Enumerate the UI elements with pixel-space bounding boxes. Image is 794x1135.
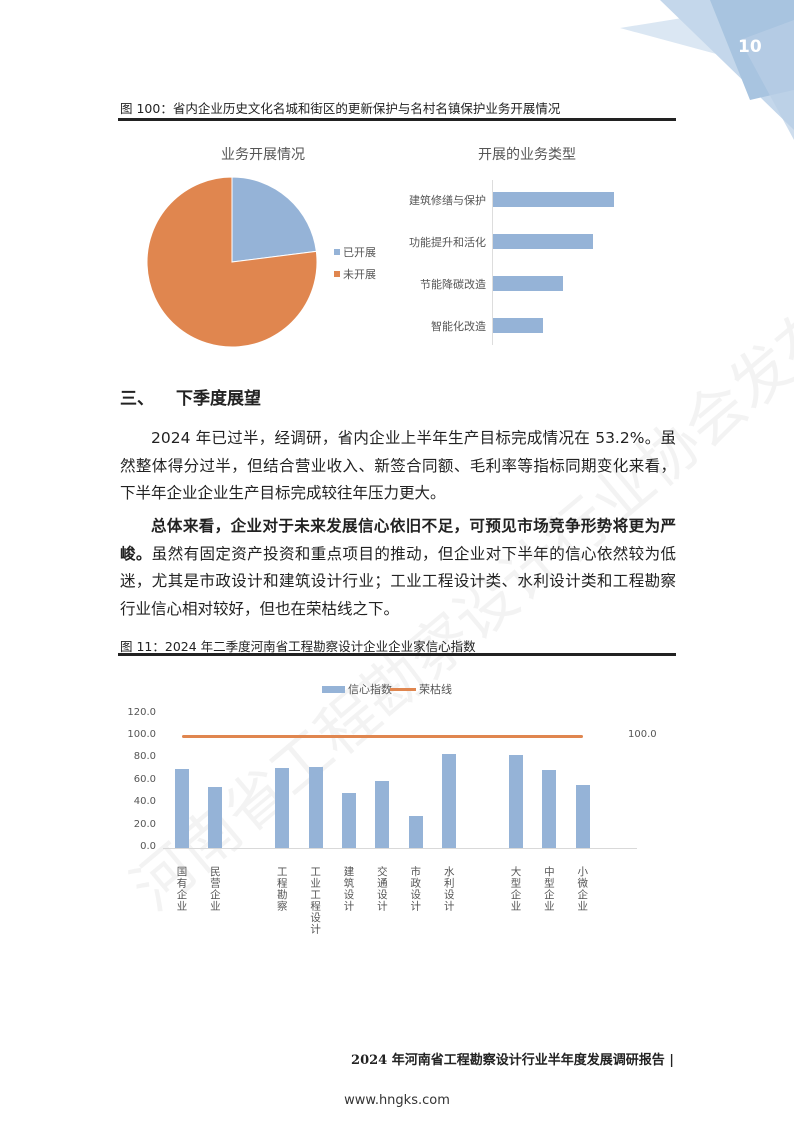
paragraph-2-text: 虽然有固定资产投资和重点项目的推动，但企业对下半年的信心依然较为低迷，尤其是市政… (120, 544, 676, 618)
legend-label: 荣枯线 (419, 683, 452, 696)
hbar-label: 建筑修缮与保护 (409, 194, 486, 207)
bar-工程勘察 (275, 768, 290, 848)
corner-decoration (620, 0, 794, 140)
x-tick-label: 工业工程设计 (309, 866, 322, 935)
legend-label: 已开展 (343, 246, 376, 259)
x-axis (163, 848, 637, 849)
x-tick-label: 国有企业 (175, 866, 188, 912)
boom-bust-line-label: 100.0 (628, 729, 657, 740)
x-tick-label: 大型企业 (509, 866, 522, 912)
legend-swatch (390, 687, 416, 691)
y-tick-label: 60.0 (133, 773, 156, 785)
y-tick-label: 80.0 (133, 751, 156, 763)
footer-report-title: 2024 年河南省工程勘察设计行业半年度发展调研报告 | (351, 1053, 674, 1068)
bar-中型企业 (542, 770, 557, 848)
bar-水利设计 (442, 754, 457, 848)
x-tick-label: 民营企业 (208, 866, 221, 912)
y-tick-label: 40.0 (133, 796, 156, 808)
bar-小微企业 (575, 785, 590, 848)
hbar-label: 功能提升和活化 (409, 236, 486, 249)
pie-legend-started: 已开展 (334, 244, 376, 260)
pie-title: 业务开展情况 (221, 147, 305, 163)
hbar-bar (493, 192, 614, 207)
figure1-caption: 图 100：省内企业历史文化名城和街区的更新保护与名村名镇保护业务开展情况 (120, 101, 561, 116)
paragraph-1: 2024 年已过半，经调研，省内企业上半年生产目标完成情况在 53.2%。虽然整… (120, 429, 676, 502)
hbar-label: 智能化改造 (431, 320, 486, 333)
x-tick-label: 工程勘察 (275, 866, 288, 912)
figure2-caption: 图 11：2024 年二季度河南省工程勘察设计企业企业家信心指数 (120, 639, 476, 654)
hbar-axis (492, 180, 493, 345)
legend-swatch (334, 271, 340, 277)
pie-slice-1 (146, 176, 318, 348)
bar-民营企业 (208, 787, 223, 848)
legend-label: 未开展 (343, 268, 376, 281)
caption-rule (118, 653, 676, 656)
bar-工业工程设计 (308, 767, 323, 848)
y-tick-label: 120.0 (127, 706, 156, 718)
hbar-bar (493, 318, 543, 333)
boom-bust-line (182, 734, 583, 738)
caption-rule (118, 118, 676, 121)
legend-label: 信心指数 (348, 683, 392, 696)
hbar-title: 开展的业务类型 (478, 147, 576, 163)
x-tick-label: 水利设计 (442, 866, 455, 912)
pie-legend-not-started: 未开展 (334, 266, 376, 282)
y-tick-label: 100.0 (127, 729, 156, 740)
x-tick-label: 建筑设计 (342, 866, 355, 912)
page-number: 10 (738, 37, 762, 57)
paragraph-2-bold: 总体来看，企业对于未来发展信心依旧不足，可预见市场竞争形势将更为严峻。 (120, 517, 676, 563)
x-tick-label: 市政设计 (409, 866, 422, 912)
bar-国有企业 (175, 769, 189, 848)
y-tick-label: 20.0 (133, 818, 156, 830)
bar-大型企业 (509, 755, 523, 848)
hbar-bar (493, 234, 594, 249)
paragraph-2: 总体来看，企业对于未来发展信心依旧不足，可预见市场竞争形势将更为严峻。虽然有固定… (120, 513, 676, 623)
x-tick-label: 中型企业 (542, 866, 555, 912)
section-title: 下季度展望 (176, 389, 261, 409)
hbar-bar (493, 276, 564, 291)
section-number: 三、 (120, 389, 154, 409)
legend-confidence: 信心指数 (322, 681, 392, 697)
footer-website[interactable]: www.hngks.com (344, 1093, 450, 1108)
bar-市政设计 (408, 815, 423, 848)
legend-swatch (322, 685, 345, 693)
bar-交通设计 (375, 781, 390, 848)
legend-boom-bust-line: 荣枯线 (390, 681, 452, 697)
y-tick-label: 0.0 (140, 841, 156, 852)
x-tick-label: 交通设计 (375, 866, 388, 912)
x-tick-label: 小微企业 (576, 866, 589, 912)
hbar-label: 节能降碳改造 (420, 278, 486, 291)
pie-slice-0 (231, 176, 317, 263)
legend-swatch (334, 249, 340, 255)
bar-建筑设计 (342, 793, 356, 848)
pie-chart (146, 176, 318, 348)
